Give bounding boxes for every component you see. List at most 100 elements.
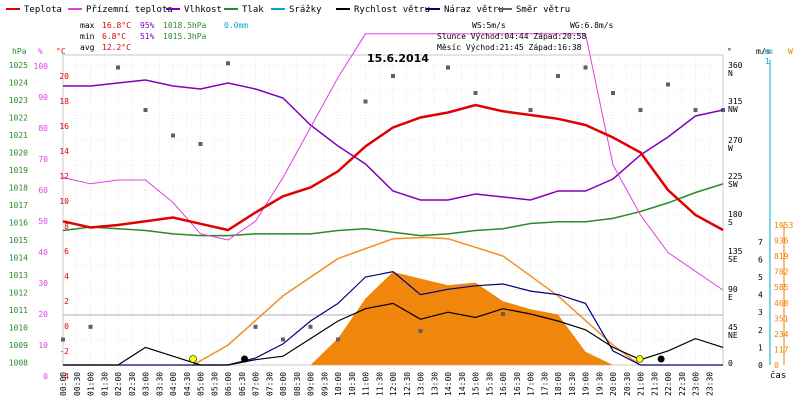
pressure-tick: 1024 xyxy=(9,79,28,88)
info-sun: Slunce Východ:04:44 Západ:20:58 xyxy=(437,32,586,41)
wind-direction-point xyxy=(363,99,368,104)
x-tick-label: 07:00 xyxy=(252,372,261,396)
pressure-tick: 1020 xyxy=(9,149,28,158)
wind-direction-point xyxy=(143,108,148,112)
pressure-tick: 1021 xyxy=(9,131,28,140)
solar-radiation-area xyxy=(63,236,723,366)
x-tick-label: 15:30 xyxy=(485,372,494,396)
moonrise-marker xyxy=(657,355,665,363)
x-tick-label: 07:30 xyxy=(265,372,274,396)
x-tick-label: 19:30 xyxy=(595,372,604,396)
x-tick-label: 11:30 xyxy=(375,372,384,396)
legend-label: Vlhkost xyxy=(184,5,222,15)
x-tick-label: 20:00 xyxy=(609,372,618,396)
wind-direction-point xyxy=(556,74,560,78)
x-tick-label: 13:30 xyxy=(430,372,439,396)
wind-direction-point xyxy=(611,91,615,95)
wind-gust-line xyxy=(63,271,723,366)
solar-tick: 819 xyxy=(774,252,789,261)
x-tick-label: 19:00 xyxy=(582,372,591,396)
theoretical-radiation-line xyxy=(192,236,641,366)
x-tick-label: 03:30 xyxy=(155,372,164,396)
x-tick-label: 16:30 xyxy=(513,372,522,396)
wind-tick: 7 xyxy=(758,238,763,247)
info-ws: WS:5m/s xyxy=(472,21,506,30)
x-tick-label: 12:30 xyxy=(403,372,412,396)
x-tick-label: 18:30 xyxy=(568,372,577,396)
pressure-tick: 1013 xyxy=(9,271,28,280)
solar-tick: 936 xyxy=(774,237,789,246)
sun-moon-info: WS:5m/s WG:6.8m/s Slunce Východ:04:44 Zá… xyxy=(437,21,614,52)
x-tick-label: 08:00 xyxy=(279,372,288,396)
humidity-tick: 100 xyxy=(34,62,49,71)
rain-tick: 1 xyxy=(765,57,770,66)
x-tick-label: 04:30 xyxy=(183,372,192,396)
humidity-tick: 50 xyxy=(38,217,48,226)
info-moon: Měsíc Východ:21:45 Západ:16:38 xyxy=(437,43,582,52)
temperature-axis-unit: °C xyxy=(56,47,66,56)
x-tick-label: 18:00 xyxy=(554,372,563,396)
humidity-axis-unit: % xyxy=(38,47,43,56)
x-tick-label: 12:00 xyxy=(389,372,398,396)
direction-tick: 0 xyxy=(728,359,733,368)
moonset-marker xyxy=(241,355,248,363)
wind-direction-point xyxy=(446,65,450,70)
direction-tick: 45 xyxy=(728,323,738,332)
stats-rain: 0.0mm xyxy=(224,21,248,30)
wind-tick: 3 xyxy=(758,308,763,317)
pressure-tick: 1016 xyxy=(9,219,28,228)
pressure-tick: 1010 xyxy=(9,324,28,333)
x-tick-label: 08:30 xyxy=(293,372,302,396)
stats-avg-temp: 12.2°C xyxy=(102,43,131,52)
pressure-tick: 1025 xyxy=(9,61,28,70)
x-tick-label: 06:30 xyxy=(238,372,247,396)
solar-tick: 1053 xyxy=(774,221,793,230)
x-tick-label: 14:30 xyxy=(458,372,467,396)
x-tick-label: 23:30 xyxy=(705,372,714,396)
pressure-axis-unit: hPa xyxy=(12,47,27,56)
temperature-tick: 20 xyxy=(59,72,69,81)
wind-direction-point xyxy=(336,337,340,342)
x-tick-label: 03:00 xyxy=(142,372,151,396)
x-tick-label: 05:30 xyxy=(210,372,219,396)
x-tick-label: 02:00 xyxy=(114,372,123,396)
pressure-tick: 1022 xyxy=(9,114,28,123)
wind-direction-point xyxy=(116,65,120,70)
legend-label: Přízemní teplota xyxy=(86,5,173,15)
humidity-tick: 90 xyxy=(38,93,48,102)
temperature-tick: 8 xyxy=(64,222,69,231)
x-tick-label: 02:30 xyxy=(128,372,137,396)
wind-tick: 1 xyxy=(758,343,763,352)
solar-tick: 117 xyxy=(774,345,789,354)
wind-tick: 6 xyxy=(758,255,763,264)
wind-direction-point xyxy=(171,133,175,138)
stats-max-press: 1018.5hPa xyxy=(163,21,207,30)
humidity-tick: 0 xyxy=(43,372,48,381)
wind-direction-point xyxy=(638,108,643,112)
wind-direction-point xyxy=(693,108,698,112)
wind-direction-point xyxy=(528,108,533,112)
direction-tick: 180 xyxy=(728,210,743,219)
direction-tick: 225 xyxy=(728,172,743,181)
sunset-marker xyxy=(635,355,644,363)
solar-area xyxy=(63,271,723,365)
legend-label: Tlak xyxy=(242,5,264,15)
pressure-tick: 1017 xyxy=(9,201,28,210)
direction-tick: E xyxy=(728,293,733,302)
humidity-line xyxy=(63,79,724,201)
legend-label: Rychlost větru xyxy=(354,5,430,15)
legend-label: Směr větru xyxy=(516,5,570,15)
solar-axis-unit: W xyxy=(788,47,793,56)
stats-min-temp: 6.8°C xyxy=(102,32,126,41)
temperature-tick: 14 xyxy=(59,147,69,156)
solar-tick: 351 xyxy=(774,314,789,323)
wind-direction-point xyxy=(88,324,93,329)
direction-tick: 135 xyxy=(728,247,743,256)
stats-min-press: 1015.3hPa xyxy=(163,32,207,41)
x-tick-label: 21:30 xyxy=(650,372,659,396)
direction-axis-unit: ° xyxy=(727,47,732,56)
direction-tick: 90 xyxy=(728,285,738,294)
x-tick-label: 05:00 xyxy=(197,372,206,396)
